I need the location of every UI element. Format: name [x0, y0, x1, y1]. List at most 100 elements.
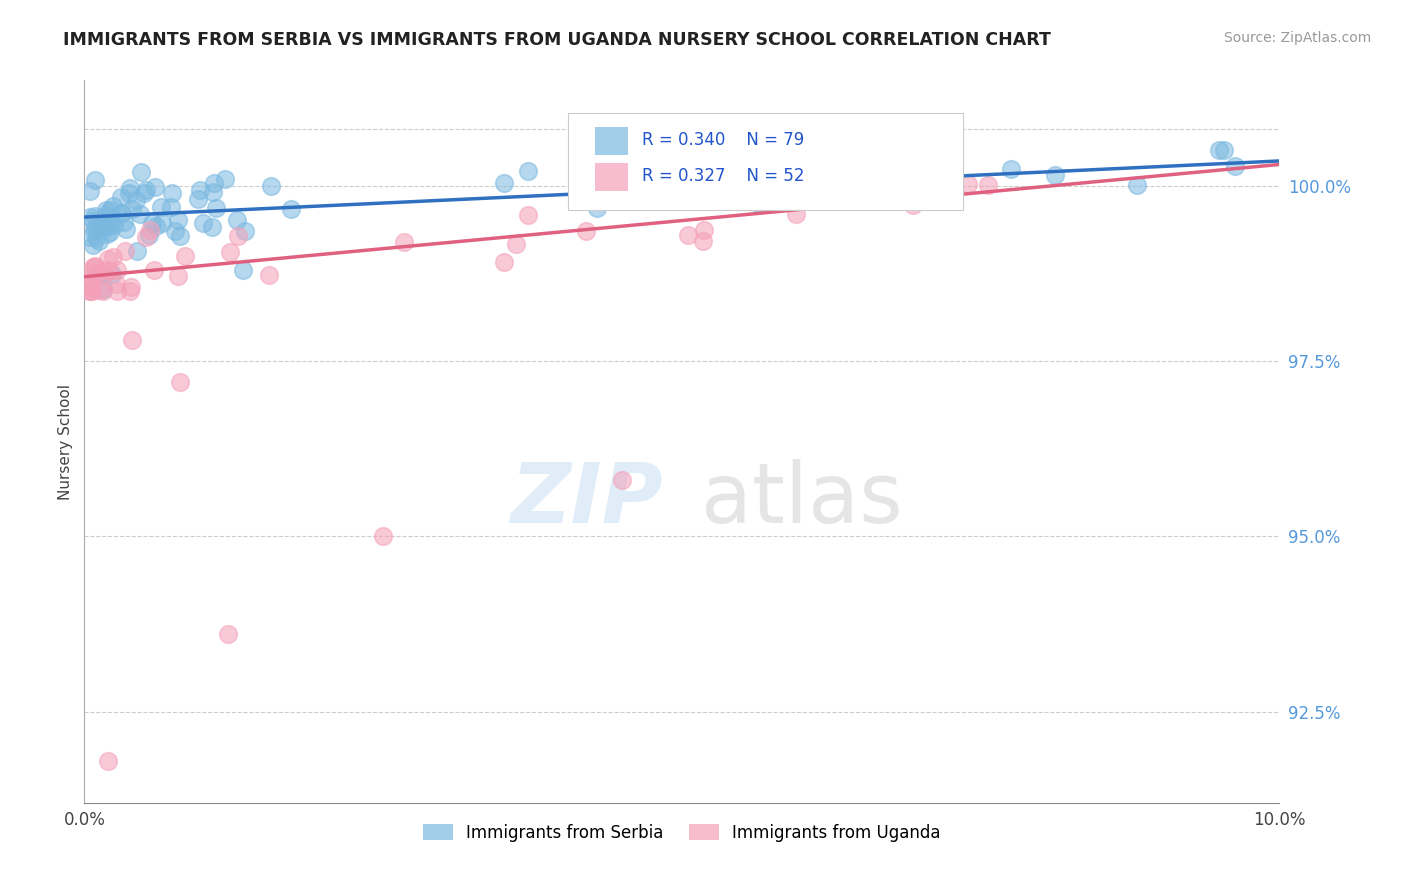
- Point: [91, 284, 114, 298]
- Point: [82, 260, 104, 274]
- Point: [141, 216, 163, 230]
- Text: ZIP: ZIP: [510, 458, 662, 540]
- Point: [93, 267, 115, 281]
- Point: [135, 230, 157, 244]
- Point: [89, 283, 111, 297]
- Point: [214, 172, 236, 186]
- Point: [97, 252, 120, 267]
- Point: [114, 244, 136, 259]
- Point: [167, 269, 190, 284]
- Point: [80, 284, 103, 298]
- Point: [575, 224, 598, 238]
- Point: [143, 262, 166, 277]
- Point: [105, 277, 128, 292]
- Point: [938, 186, 960, 201]
- Point: [86, 266, 108, 280]
- Point: [120, 284, 142, 298]
- Point: [1213, 144, 1236, 158]
- Point: [79, 284, 101, 298]
- Point: [150, 200, 173, 214]
- Text: atlas: atlas: [700, 458, 903, 540]
- Point: [97, 754, 120, 768]
- Point: [110, 190, 132, 204]
- Point: [226, 228, 249, 243]
- Point: [82, 237, 104, 252]
- FancyBboxPatch shape: [568, 112, 963, 211]
- Point: [127, 244, 149, 258]
- Point: [103, 250, 125, 264]
- Point: [96, 202, 118, 217]
- Point: [105, 263, 128, 277]
- Point: [202, 176, 225, 190]
- Point: [392, 235, 415, 249]
- Point: [612, 473, 634, 487]
- Point: [100, 215, 122, 229]
- Point: [84, 220, 107, 235]
- Point: [233, 224, 256, 238]
- Point: [79, 274, 101, 288]
- Point: [118, 180, 141, 194]
- Point: [585, 201, 607, 215]
- Point: [121, 333, 143, 347]
- Point: [90, 220, 112, 235]
- Point: [79, 280, 101, 294]
- Point: [700, 183, 723, 197]
- Point: [187, 193, 209, 207]
- Point: [112, 215, 135, 229]
- Point: [84, 209, 107, 223]
- Point: [84, 173, 107, 187]
- Point: [96, 209, 118, 223]
- Point: [785, 207, 807, 221]
- Point: [714, 194, 737, 208]
- Point: [957, 178, 980, 192]
- Point: [150, 216, 173, 230]
- Point: [111, 206, 134, 220]
- Point: [135, 183, 157, 197]
- Point: [747, 196, 769, 211]
- Point: [1000, 161, 1022, 176]
- Point: [145, 219, 167, 234]
- Point: [115, 222, 138, 236]
- Point: [134, 186, 156, 200]
- Point: [205, 202, 228, 216]
- Point: [692, 234, 714, 248]
- Point: [494, 176, 516, 190]
- Point: [633, 175, 655, 189]
- Point: [1223, 160, 1246, 174]
- Point: [201, 219, 224, 234]
- Point: [125, 193, 148, 207]
- Point: [79, 184, 101, 198]
- Point: [121, 202, 143, 216]
- Point: [129, 207, 152, 221]
- Point: [226, 213, 249, 227]
- Point: [202, 185, 225, 199]
- Point: [169, 375, 191, 389]
- Point: [169, 229, 191, 244]
- Point: [1125, 178, 1147, 193]
- Point: [166, 213, 188, 227]
- Point: [901, 198, 924, 212]
- Point: [257, 268, 280, 283]
- Point: [96, 213, 118, 227]
- Point: [505, 236, 527, 251]
- FancyBboxPatch shape: [595, 163, 628, 191]
- Point: [1208, 144, 1230, 158]
- Point: [101, 267, 124, 281]
- Point: [120, 279, 142, 293]
- Point: [103, 199, 125, 213]
- Point: [96, 227, 118, 241]
- Point: [693, 223, 716, 237]
- Point: [219, 245, 242, 260]
- Point: [143, 179, 166, 194]
- Point: [98, 225, 121, 239]
- Point: [79, 278, 101, 293]
- Point: [82, 214, 104, 228]
- FancyBboxPatch shape: [595, 128, 628, 154]
- Point: [94, 213, 117, 227]
- Point: [165, 224, 187, 238]
- Point: [259, 179, 281, 194]
- Point: [82, 266, 104, 280]
- Text: Source: ZipAtlas.com: Source: ZipAtlas.com: [1223, 31, 1371, 45]
- Point: [138, 228, 160, 243]
- Point: [86, 269, 108, 284]
